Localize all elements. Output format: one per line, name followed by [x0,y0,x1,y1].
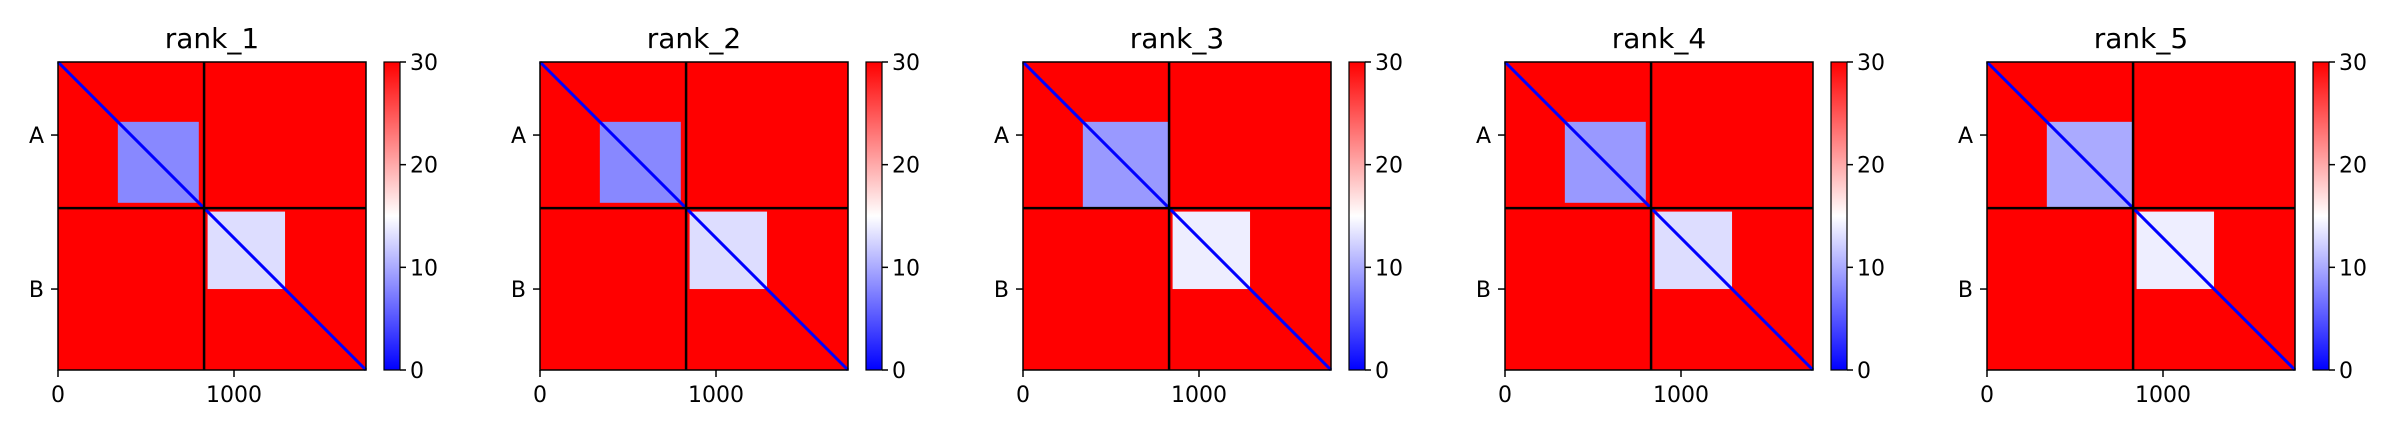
x-tick-label: 1000 [1171,383,1227,408]
x-tick-label: 1000 [688,383,744,408]
x-tick-label: 0 [1980,383,1994,408]
diagonal-line [1985,60,2297,372]
chain-label-b: B [1476,278,1491,303]
heatmap-panel-4: rank_4 A B 0 1000 0 10 20 30 [1476,22,1885,408]
chain-label-b: B [511,278,526,303]
colorbar-frame [2312,61,2330,371]
colorbar-tick-label: 30 [892,51,920,76]
colorbar-tick-label: 20 [1375,154,1403,179]
x-tick-label: 0 [1016,383,1030,408]
heatmap-panel-1: rank_1 A B 0 1000 0 10 20 30 [29,22,438,408]
heatmap-frame [1022,61,1332,371]
colorbar-tick-label: 30 [1857,51,1885,76]
panel-title: rank_2 [647,22,741,55]
chain-label-a: A [29,124,44,149]
colorbar-tick-label: 30 [1375,51,1403,76]
colorbar [1349,62,1365,370]
heatmap-frame [539,61,849,371]
heatmap-panel-2: rank_2 A B 0 1000 0 10 20 30 [511,22,920,408]
panel-title: rank_5 [2094,22,2188,55]
chain-label-a: A [511,124,526,149]
colorbar-tick-label: 30 [410,51,438,76]
colorbar-tick-label: 20 [2339,154,2367,179]
x-tick-label: 1000 [1653,383,1709,408]
chain-label-b: B [1958,278,1973,303]
diagonal-line [1503,60,1815,372]
heatmap-panel-5: rank_5 A B 0 1000 0 10 20 30 [1958,22,2367,408]
colorbar-tick-label: 20 [1857,154,1885,179]
heatmap-frame [57,61,367,371]
chain-label-a: A [994,124,1009,149]
x-tick-label: 0 [1498,383,1512,408]
colorbar [384,62,400,370]
colorbar-tick-label: 30 [2339,51,2367,76]
diagonal-line [538,60,850,372]
colorbar-tick-label: 10 [1857,256,1885,281]
colorbar-frame [383,61,401,371]
colorbar-tick-label: 0 [1857,359,1871,384]
diagonal-line [1021,60,1333,372]
heatmap-frame [1986,61,2296,371]
colorbar-frame [1348,61,1366,371]
colorbar-tick-label: 0 [1375,359,1389,384]
colorbar-tick-label: 10 [410,256,438,281]
panel-title: rank_3 [1130,22,1224,55]
panel-title: rank_4 [1612,22,1706,55]
x-tick-label: 0 [51,383,65,408]
heatmap-frame [1504,61,1814,371]
chain-label-b: B [994,278,1009,303]
colorbar-tick-label: 20 [410,154,438,179]
colorbar-tick-label: 10 [892,256,920,281]
x-tick-label: 1000 [206,383,262,408]
diagonal-line [56,60,368,372]
colorbar [2313,62,2329,370]
colorbar-tick-label: 10 [1375,256,1403,281]
colorbar-tick-label: 0 [892,359,906,384]
colorbar-tick-label: 0 [2339,359,2353,384]
chain-label-a: A [1958,124,1973,149]
colorbar-frame [1830,61,1848,371]
x-tick-label: 0 [533,383,547,408]
chain-label-a: A [1476,124,1491,149]
chain-label-b: B [29,278,44,303]
colorbar-tick-label: 0 [410,359,424,384]
colorbar-tick-label: 20 [892,154,920,179]
colorbar [1831,62,1847,370]
panel-title: rank_1 [165,22,259,55]
heatmap-panel-3: rank_3 A B 0 1000 0 10 20 30 [994,22,1403,408]
colorbar-frame [865,61,883,371]
x-tick-label: 1000 [2135,383,2191,408]
colorbar [866,62,882,370]
colorbar-tick-label: 10 [2339,256,2367,281]
